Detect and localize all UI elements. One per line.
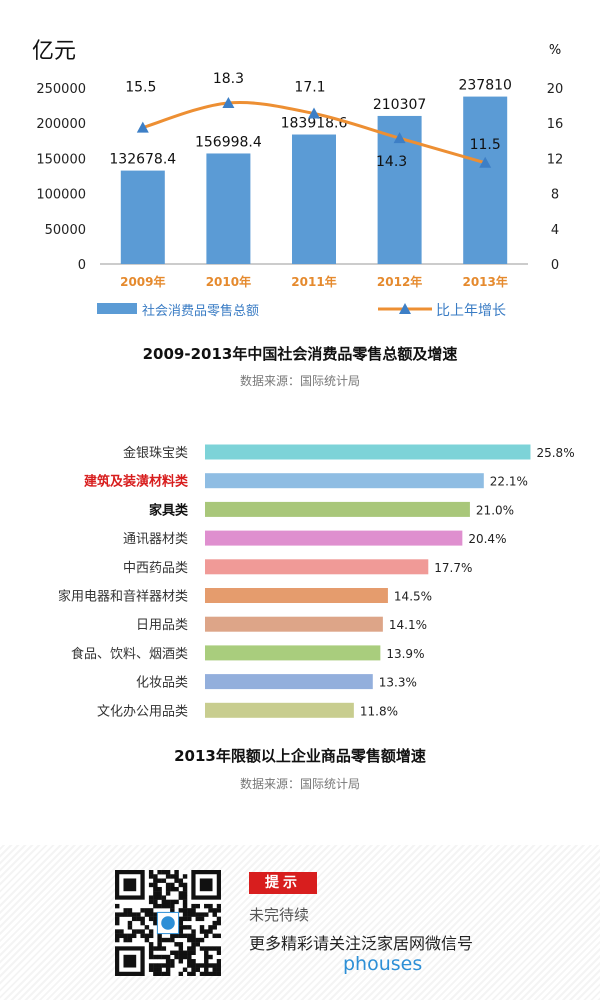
hbar-value-label: 20.4% bbox=[468, 532, 506, 546]
category-label: 家具类 bbox=[149, 502, 189, 518]
bar-2013年 bbox=[463, 96, 508, 264]
line-value-label: 18.3 bbox=[213, 71, 244, 87]
right-tick-label: 12 bbox=[547, 152, 564, 167]
hbar bbox=[205, 616, 383, 632]
category-label: 食品、饮料、烟酒类 bbox=[71, 646, 188, 662]
tip-line-follow: 更多精彩请关注泛家居网微信号 bbox=[249, 934, 474, 953]
legend-bar-label: 社会消费品零售总额 bbox=[142, 303, 259, 319]
bar-value-label: 132678.4 bbox=[109, 152, 176, 168]
hbar bbox=[205, 530, 463, 546]
line-marker bbox=[222, 96, 235, 108]
left-tick-label: 200000 bbox=[36, 117, 86, 132]
category-label: 金银珠宝类 bbox=[123, 445, 188, 461]
right-tick-label: 16 bbox=[547, 117, 564, 132]
category-label: 通讯器材类 bbox=[123, 532, 188, 547]
hbar bbox=[205, 444, 531, 460]
category-label: 2010年 bbox=[206, 274, 251, 289]
left-tick-label: 0 bbox=[78, 258, 86, 273]
hbar-value-label: 14.1% bbox=[389, 618, 427, 632]
right-tick-label: 0 bbox=[551, 258, 559, 273]
hbar bbox=[205, 473, 484, 489]
chart1-source: 数据来源：国际统计局 bbox=[239, 374, 360, 388]
hbar bbox=[205, 588, 388, 603]
right-tick-label: 4 bbox=[551, 223, 559, 238]
chart1-title: 2009-2013年中国社会消费品零售总额及增速 bbox=[142, 345, 458, 363]
hbar bbox=[205, 559, 429, 575]
bar-2009年 bbox=[120, 170, 165, 264]
line-value-label: 14.3 bbox=[376, 154, 407, 170]
category-label: 2012年 bbox=[377, 274, 422, 289]
qr-code bbox=[115, 870, 221, 976]
left-tick-label: 250000 bbox=[36, 82, 86, 97]
chart2-source: 数据来源：国际统计局 bbox=[239, 777, 360, 791]
tip-badge: 提示 bbox=[249, 872, 317, 894]
hbar-value-label: 21.0% bbox=[476, 503, 514, 517]
tip-line-to-be-continued: 未完待续 bbox=[249, 906, 310, 924]
category-label: 文化办公用品类 bbox=[97, 704, 188, 719]
category-label: 2011年 bbox=[291, 274, 336, 289]
category-label: 家用电器和音祥器材类 bbox=[58, 589, 188, 605]
hbar-value-label: 13.9% bbox=[386, 647, 424, 661]
line-marker bbox=[479, 156, 492, 168]
tip-line-account: phouses bbox=[343, 953, 423, 975]
hbar bbox=[205, 674, 373, 690]
line-value-label: 15.5 bbox=[125, 80, 156, 96]
category-label: 2013年 bbox=[462, 274, 507, 289]
hbar bbox=[205, 702, 354, 718]
combo-chart: 亿元 % 0 50000 100000 150000 200000 250000 0 4 8 12 16… bbox=[32, 39, 564, 319]
line-marker bbox=[136, 121, 149, 133]
hbar-value-label: 22.1% bbox=[490, 475, 528, 489]
bar-2011年 bbox=[292, 134, 336, 264]
hbar bbox=[205, 501, 470, 517]
category-label: 化妆品类 bbox=[136, 676, 188, 691]
bar-value-label: 183918.6 bbox=[281, 116, 348, 132]
line-marker bbox=[393, 132, 406, 144]
line-value-label: 17.1 bbox=[294, 80, 325, 96]
hbar-value-label: 17.7% bbox=[434, 561, 472, 575]
left-tick-label: 150000 bbox=[36, 152, 86, 167]
hbar-value-label: 13.3% bbox=[379, 676, 417, 690]
legend-line-label: 比上年增长 bbox=[436, 303, 506, 319]
hbar-chart: 金银珠宝类 25.8% 建筑及装潢材料类 22.1% 家具类 21.0% 通讯器材类 20.4… bbox=[58, 444, 575, 719]
right-tick-label: 8 bbox=[551, 188, 559, 203]
footer-panel bbox=[0, 845, 600, 1000]
hbar-value-label: 11.8% bbox=[360, 704, 398, 718]
category-label: 建筑及装潢材料类 bbox=[84, 474, 189, 490]
bar-2010年 bbox=[206, 153, 251, 264]
right-tick-label: 20 bbox=[547, 82, 564, 97]
hbar bbox=[205, 645, 381, 661]
category-label: 2009年 bbox=[120, 274, 165, 289]
bar-value-label: 237810 bbox=[458, 78, 511, 94]
legend-line-marker bbox=[399, 303, 411, 314]
category-label: 日用品类 bbox=[136, 618, 188, 633]
left-tick-label: 100000 bbox=[36, 188, 86, 203]
hbar-value-label: 25.8% bbox=[536, 446, 574, 460]
right-axis-unit: % bbox=[549, 43, 561, 58]
bar-value-label: 210307 bbox=[373, 97, 426, 113]
chart2-title: 2013年限额以上企业商品零售额增速 bbox=[174, 747, 426, 765]
bar-value-label: 156998.4 bbox=[195, 134, 262, 150]
line-value-label: 11.5 bbox=[470, 137, 501, 153]
category-label: 中西药品类 bbox=[123, 561, 188, 576]
left-tick-label: 50000 bbox=[45, 223, 86, 238]
hbar-value-label: 14.5% bbox=[394, 590, 432, 604]
left-axis-unit: 亿元 bbox=[32, 39, 76, 64]
line-marker bbox=[308, 107, 320, 119]
legend-bar-swatch bbox=[97, 303, 137, 314]
